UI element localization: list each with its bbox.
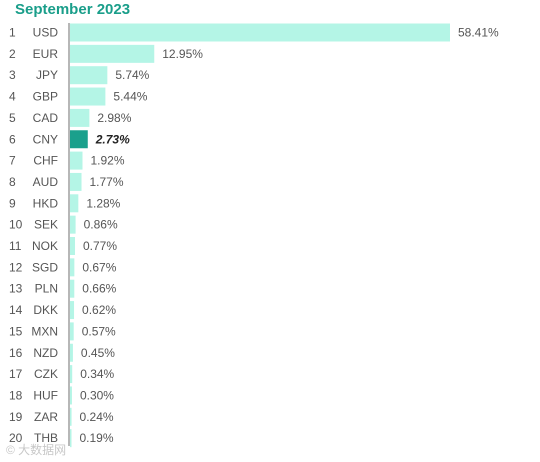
value-label: 1.92% <box>90 154 124 168</box>
value-label: 12.95% <box>162 47 203 61</box>
value-label: 0.62% <box>82 303 116 317</box>
value-label: 1.28% <box>86 196 120 210</box>
category-label: ZAR <box>34 410 58 424</box>
rank-label: 9 <box>9 196 16 210</box>
rank-label: 20 <box>9 431 23 445</box>
bar <box>70 237 76 255</box>
rank-label: 8 <box>9 175 16 189</box>
bar <box>70 151 83 170</box>
bar <box>70 343 73 362</box>
category-label: JPY <box>36 68 58 82</box>
watermark-logo: © 大数据网 <box>6 443 67 457</box>
category-label: SEK <box>34 218 58 232</box>
value-label: 0.45% <box>81 346 115 360</box>
value-label: 5.44% <box>113 90 147 104</box>
category-label: CHF <box>33 154 58 168</box>
bar <box>70 322 74 341</box>
bar <box>70 429 72 448</box>
bar <box>70 194 79 213</box>
rank-label: 17 <box>9 367 23 381</box>
rank-label: 19 <box>9 410 23 424</box>
rank-label: 7 <box>9 154 16 168</box>
rank-label: 13 <box>9 282 23 296</box>
category-label: THB <box>34 431 58 445</box>
rank-label: 15 <box>9 324 23 338</box>
category-label: AUD <box>33 175 59 189</box>
bar <box>70 108 90 127</box>
rank-label: 16 <box>9 346 23 360</box>
value-label: 0.86% <box>84 218 118 232</box>
category-label: CZK <box>34 367 58 381</box>
bar <box>70 66 108 85</box>
rank-label: 12 <box>9 260 23 274</box>
bar <box>70 130 88 149</box>
rank-label: 10 <box>9 218 23 232</box>
value-label: 0.30% <box>80 388 114 402</box>
bar <box>70 215 76 234</box>
bar <box>70 386 72 405</box>
value-label: 2.98% <box>97 111 131 125</box>
value-label: 1.77% <box>90 175 124 189</box>
value-label: 5.74% <box>115 68 149 82</box>
bar <box>70 44 155 63</box>
bar <box>70 365 73 384</box>
value-label: 2.73% <box>95 132 130 146</box>
category-label: MXN <box>31 324 58 338</box>
category-label: NOK <box>32 239 58 253</box>
category-label: PLN <box>35 282 58 296</box>
rank-label: 5 <box>9 111 16 125</box>
value-label: 0.34% <box>80 367 114 381</box>
rank-label: 1 <box>9 26 16 40</box>
bar <box>70 258 75 277</box>
rank-label: 6 <box>9 132 16 146</box>
rank-label: 11 <box>9 239 22 253</box>
rank-label: 2 <box>9 47 16 61</box>
rank-label: 18 <box>9 388 23 402</box>
value-label: 0.66% <box>82 282 116 296</box>
bar <box>70 407 72 426</box>
category-label: GBP <box>33 90 58 104</box>
category-label: DKK <box>33 303 58 317</box>
bar <box>70 23 450 42</box>
category-label: SGD <box>32 260 58 274</box>
bar <box>70 301 75 320</box>
category-label: NZD <box>33 346 58 360</box>
category-label: CNY <box>33 132 58 146</box>
category-label: USD <box>33 26 59 40</box>
value-label: 0.57% <box>82 324 116 338</box>
chart-title: September 2023 <box>15 1 131 18</box>
category-label: CAD <box>33 111 59 125</box>
bar <box>70 172 82 191</box>
rank-label: 4 <box>9 90 16 104</box>
rank-label: 3 <box>9 68 16 82</box>
value-label: 0.77% <box>83 239 117 253</box>
category-label: HKD <box>33 196 59 210</box>
bar <box>70 87 106 106</box>
category-label: HUF <box>33 388 58 402</box>
rank-label: 14 <box>9 303 23 317</box>
category-label: EUR <box>33 47 59 61</box>
value-label: 0.24% <box>80 410 114 424</box>
bar <box>70 279 75 298</box>
value-label: 0.67% <box>82 260 116 274</box>
value-label: 0.19% <box>80 431 114 445</box>
value-label: 58.41% <box>458 26 499 40</box>
